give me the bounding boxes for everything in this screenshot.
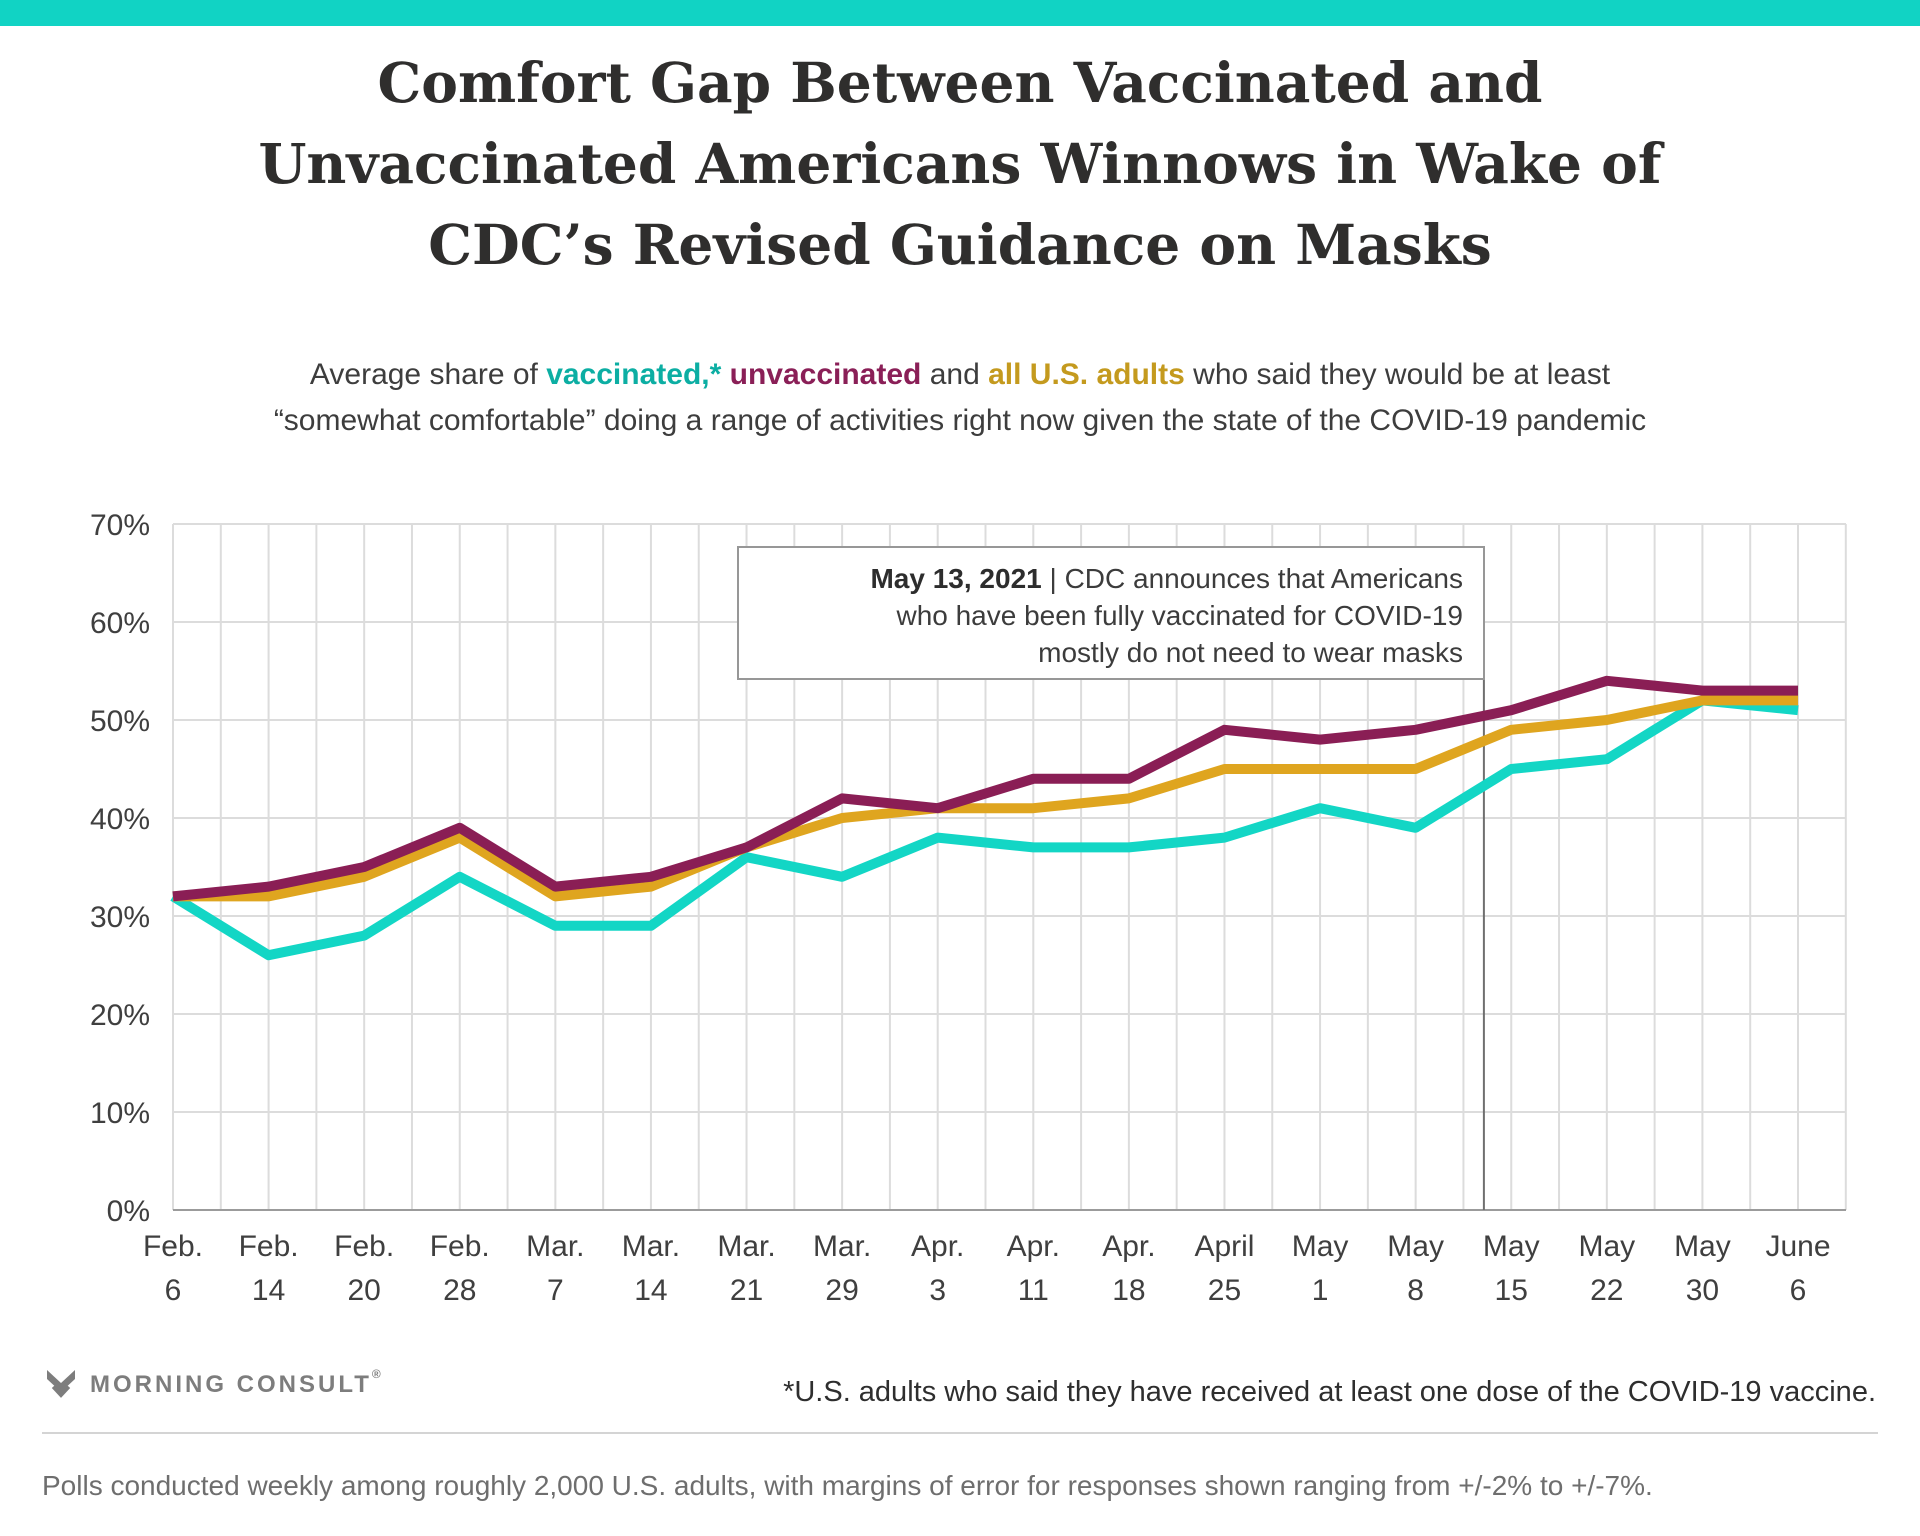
x-tick-label-day: 14 — [252, 1274, 285, 1307]
x-tick-label-day: 7 — [547, 1274, 564, 1307]
x-tick-label-day: 1 — [1312, 1274, 1329, 1307]
registered-mark: ® — [371, 1367, 381, 1381]
y-tick-label: 40% — [90, 803, 150, 836]
footer-divider — [42, 1432, 1878, 1434]
subtitle-part: vaccinated,* — [546, 358, 722, 391]
x-tick-label: Apr. — [1007, 1230, 1060, 1263]
x-tick-label-day: 8 — [1407, 1274, 1424, 1307]
x-tick-label: Mar. — [717, 1230, 775, 1263]
x-tick-label-day: 3 — [929, 1274, 946, 1307]
x-tick-label-day: 20 — [347, 1274, 380, 1307]
x-tick-label: May — [1483, 1230, 1540, 1263]
page-title-line-1: Comfort Gap Between Vaccinated and — [377, 50, 1543, 115]
x-tick-label: Mar. — [526, 1230, 584, 1263]
x-tick-label: Mar. — [813, 1230, 871, 1263]
annotation-line-2: who have been fully vaccinated for COVID… — [896, 600, 1463, 631]
chart-subtitle-line-2: “somewhat comfortable” doing a range of … — [273, 404, 1647, 437]
y-tick-label: 10% — [90, 1097, 150, 1130]
x-tick-label-day: 30 — [1686, 1274, 1719, 1307]
x-tick-label-day: 11 — [1018, 1274, 1049, 1307]
series-line-vaccinated — [170, 695, 1799, 961]
x-tick-label: Feb. — [239, 1230, 299, 1263]
series-line-all-u-s-adults — [173, 695, 1798, 902]
morning-consult-wordmark: MORNING CONSULT® — [90, 1367, 381, 1398]
y-tick-label: 50% — [90, 705, 150, 738]
x-tick-label: May — [1674, 1230, 1731, 1263]
y-tick-label: 20% — [90, 999, 150, 1032]
x-tick-label-day: 14 — [634, 1274, 667, 1307]
y-tick-label: 70% — [90, 509, 150, 542]
subtitle-part: all U.S. adults — [988, 358, 1185, 391]
x-tick-label: Apr. — [911, 1230, 964, 1263]
page-title-line-2: Unvaccinated Americans Winnows in Wake o… — [258, 131, 1662, 196]
vaccinated-definition-footnote: *U.S. adults who said they have received… — [783, 1376, 1876, 1408]
subtitle-part: and — [921, 358, 989, 391]
subtitle-part: Average share of — [309, 358, 547, 391]
x-tick-label: May — [1578, 1230, 1635, 1263]
y-tick-label: 0% — [107, 1195, 150, 1228]
subtitle-part: unvaccinated — [729, 358, 922, 391]
chart-subtitle-line-1: Average share of vaccinated,* unvaccinat… — [0, 352, 1920, 398]
morning-consult-m-chevron-icon — [47, 1370, 75, 1398]
x-tick-label: Mar. — [622, 1230, 680, 1263]
x-tick-label: May — [1292, 1230, 1349, 1263]
x-tick-label: Feb. — [143, 1230, 203, 1263]
chart-subtitle: Average share of vaccinated,* unvaccinat… — [0, 352, 1920, 444]
annotation-line-3: mostly do not need to wear masks — [1038, 637, 1463, 668]
cdc-announcement-annotation: May 13, 2021 | CDC announces that Americ… — [737, 546, 1485, 680]
annotation-line-1: May 13, 2021 | CDC announces that Americ… — [870, 563, 1463, 594]
x-tick-label: April — [1194, 1230, 1254, 1263]
annotation-date: May 13, 2021 — [870, 563, 1042, 594]
x-tick-label-day: 6 — [1790, 1274, 1807, 1307]
x-tick-label-day: 6 — [165, 1274, 182, 1307]
x-tick-label-day: 25 — [1208, 1274, 1241, 1307]
x-tick-label: Apr. — [1102, 1230, 1155, 1263]
x-tick-label-day: 18 — [1112, 1274, 1145, 1307]
x-tick-label-day: 28 — [443, 1274, 476, 1307]
x-tick-label-day: 15 — [1495, 1274, 1528, 1307]
page-title: Comfort Gap Between Vaccinated and Unvac… — [0, 42, 1920, 285]
x-tick-label: Feb. — [430, 1230, 490, 1263]
morning-consult-logo: MORNING CONSULT® — [44, 1366, 381, 1400]
x-tick-label-day: 29 — [825, 1274, 858, 1307]
x-tick-label: June — [1765, 1230, 1830, 1263]
x-tick-label: Feb. — [334, 1230, 394, 1263]
x-tick-label: May — [1387, 1230, 1444, 1263]
y-tick-label: 60% — [90, 607, 150, 640]
series-line-unvaccinated — [172, 675, 1798, 902]
accent-top-bar — [0, 0, 1920, 26]
methodology-note: Polls conducted weekly among roughly 2,0… — [42, 1470, 1653, 1501]
page-title-line-3: CDC’s Revised Guidance on Masks — [428, 212, 1492, 277]
subtitle-part: who said they would be at least — [1184, 358, 1611, 391]
x-tick-label-day: 21 — [730, 1274, 763, 1307]
y-tick-label: 30% — [90, 901, 150, 934]
x-tick-label-day: 22 — [1590, 1274, 1623, 1307]
